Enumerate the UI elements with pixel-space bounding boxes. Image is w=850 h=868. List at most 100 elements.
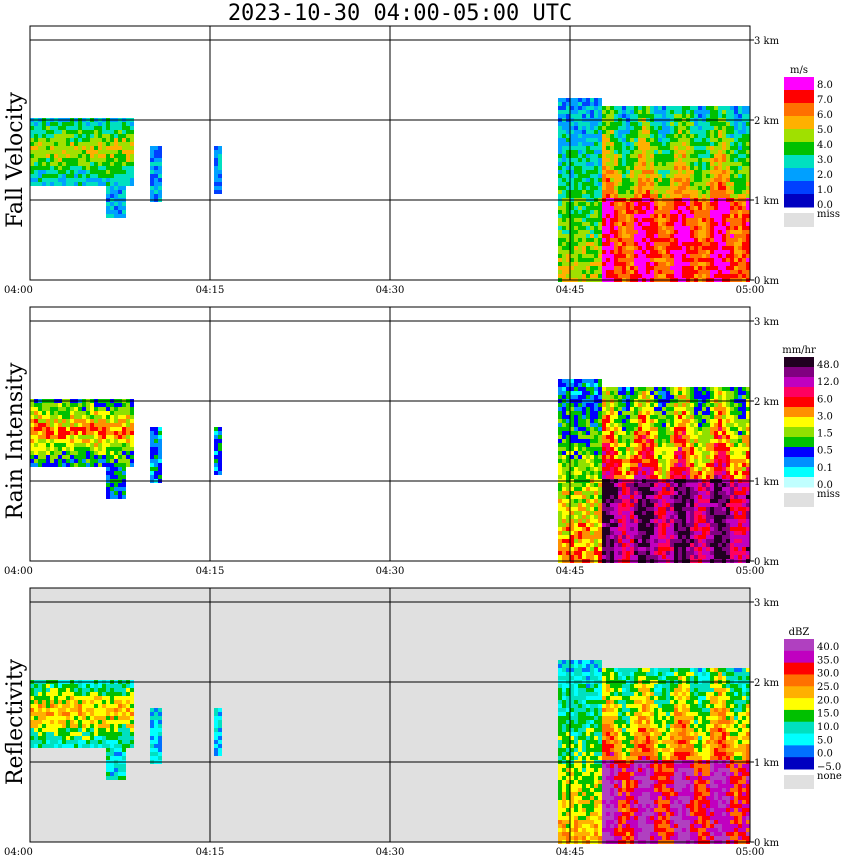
heatmap-cell bbox=[638, 459, 642, 463]
heatmap-cell bbox=[62, 154, 66, 158]
heatmap-cell bbox=[114, 451, 118, 455]
heatmap-cell bbox=[694, 431, 698, 435]
heatmap-cell bbox=[574, 254, 578, 258]
heatmap-cell bbox=[590, 134, 594, 138]
heatmap-cell bbox=[718, 106, 722, 110]
heatmap-cell bbox=[590, 122, 594, 126]
heatmap-cell bbox=[90, 134, 94, 138]
heatmap-cell bbox=[50, 443, 54, 447]
heatmap-cell bbox=[582, 226, 586, 230]
heatmap-cell bbox=[678, 551, 682, 555]
heatmap-cell bbox=[618, 435, 622, 439]
heatmap-cell bbox=[606, 555, 610, 559]
heatmap-cell bbox=[606, 475, 610, 479]
heatmap-cell bbox=[714, 138, 718, 142]
heatmap-cell bbox=[562, 106, 566, 110]
heatmap-cell bbox=[574, 150, 578, 154]
heatmap-cell bbox=[646, 435, 650, 439]
heatmap-cell bbox=[94, 138, 98, 142]
heatmap-cell bbox=[98, 158, 102, 162]
heatmap-cell bbox=[630, 210, 634, 214]
heatmap-cell bbox=[698, 503, 702, 507]
heatmap-cell bbox=[30, 463, 34, 467]
heatmap-cell bbox=[110, 146, 114, 150]
heatmap-cell bbox=[578, 206, 582, 210]
heatmap-cell bbox=[674, 555, 678, 559]
heatmap-cell bbox=[118, 423, 122, 427]
heatmap-cell bbox=[642, 110, 646, 114]
heatmap-cell bbox=[590, 146, 594, 150]
heatmap-cell bbox=[650, 527, 654, 531]
heatmap-cell bbox=[634, 138, 638, 142]
heatmap-cell bbox=[742, 218, 746, 222]
heatmap-cell bbox=[618, 222, 622, 226]
heatmap-cell bbox=[106, 142, 110, 146]
heatmap-cell bbox=[574, 166, 578, 170]
heatmap-cell bbox=[730, 126, 734, 130]
heatmap-cell bbox=[562, 262, 566, 266]
heatmap-cell bbox=[694, 114, 698, 118]
heatmap-cell bbox=[154, 190, 158, 194]
heatmap-cell bbox=[630, 218, 634, 222]
heatmap-cell bbox=[690, 154, 694, 158]
heatmap-cell bbox=[646, 535, 650, 539]
heatmap-cell bbox=[102, 154, 106, 158]
heatmap-cell bbox=[710, 395, 714, 399]
heatmap-cell bbox=[106, 158, 110, 162]
heatmap-cell bbox=[622, 427, 626, 431]
heatmap-cell bbox=[62, 415, 66, 419]
heatmap-cell bbox=[742, 126, 746, 130]
heatmap-cell bbox=[574, 543, 578, 547]
heatmap-cell bbox=[130, 130, 134, 134]
heatmap-cell bbox=[634, 431, 638, 435]
heatmap-cell bbox=[626, 435, 630, 439]
heatmap-cell bbox=[578, 531, 582, 535]
heatmap-cell bbox=[38, 134, 42, 138]
heatmap-cell bbox=[214, 455, 218, 459]
heatmap-cell bbox=[674, 154, 678, 158]
heatmap-cell bbox=[214, 435, 218, 439]
heatmap-cell bbox=[598, 471, 602, 475]
heatmap-cell bbox=[622, 523, 626, 527]
heatmap-cell bbox=[678, 190, 682, 194]
heatmap-cell bbox=[90, 130, 94, 134]
heatmap-cell bbox=[98, 178, 102, 182]
heatmap-cell bbox=[578, 555, 582, 559]
heatmap-cell bbox=[102, 439, 106, 443]
heatmap-cell bbox=[602, 218, 606, 222]
heatmap-cell bbox=[86, 142, 90, 146]
heatmap-cell bbox=[578, 519, 582, 523]
heatmap-cell bbox=[562, 495, 566, 499]
heatmap-cell bbox=[614, 523, 618, 527]
heatmap-cell bbox=[662, 266, 666, 270]
heatmap-cell bbox=[582, 170, 586, 174]
heatmap-cell bbox=[570, 487, 574, 491]
heatmap-cell bbox=[726, 162, 730, 166]
heatmap-cell bbox=[570, 114, 574, 118]
heatmap-cell bbox=[50, 154, 54, 158]
heatmap-cell bbox=[610, 523, 614, 527]
heatmap-cell bbox=[214, 443, 218, 447]
heatmap-cell bbox=[698, 250, 702, 254]
heatmap-cell bbox=[66, 126, 70, 130]
heatmap-cell bbox=[34, 415, 38, 419]
heatmap-cell bbox=[642, 547, 646, 551]
heatmap-cell bbox=[570, 387, 574, 391]
heatmap-cell bbox=[690, 178, 694, 182]
heatmap-cell bbox=[106, 439, 110, 443]
heatmap-cell bbox=[622, 507, 626, 511]
heatmap-cell bbox=[118, 194, 122, 198]
heatmap-cell bbox=[690, 206, 694, 210]
heatmap-cell bbox=[634, 523, 638, 527]
heatmap-cell bbox=[686, 242, 690, 246]
heatmap-cell bbox=[122, 142, 126, 146]
heatmap-cell bbox=[702, 122, 706, 126]
heatmap-cell bbox=[702, 507, 706, 511]
heatmap-cell bbox=[594, 403, 598, 407]
heatmap-cell bbox=[150, 154, 154, 158]
heatmap-cell bbox=[654, 166, 658, 170]
heatmap-cell bbox=[34, 423, 38, 427]
heatmap-cell bbox=[154, 455, 158, 459]
heatmap-cell bbox=[82, 415, 86, 419]
heatmap-cell bbox=[102, 447, 106, 451]
